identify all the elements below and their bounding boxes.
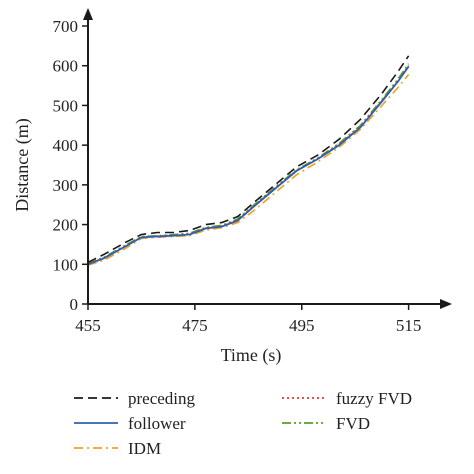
legend-item-preceding: preceding	[74, 389, 196, 408]
y-tick-label: 700	[53, 17, 79, 36]
legend-item-follower: follower	[74, 414, 186, 433]
x-tick-label: 515	[396, 316, 422, 335]
x-axis-arrow	[440, 299, 452, 309]
legend-label: FVD	[336, 414, 370, 433]
legend-item-idm: IDM	[74, 439, 161, 458]
legend-label: preceding	[128, 389, 196, 408]
series-line-idm	[87, 73, 410, 266]
series-line-follower	[87, 65, 410, 266]
y-tick-label: 300	[53, 176, 79, 195]
series-line-fuzzy-fvd	[87, 65, 410, 265]
y-tick-label: 200	[53, 216, 79, 235]
legend: preceding follower IDM fuzzy FVD FVD	[74, 389, 412, 458]
x-tick-label: 455	[75, 316, 101, 335]
y-axis-title: Distance (m)	[12, 118, 33, 211]
y-tick-label: 500	[53, 96, 79, 115]
axes	[83, 8, 452, 309]
y-tick-label: 100	[53, 255, 79, 274]
legend-item-fvd: FVD	[282, 414, 370, 433]
series-line-preceding	[87, 55, 410, 264]
y-tick-label: 600	[53, 57, 79, 76]
ticks: 455 475 495 515 0 100 200 300 400 500 600 700	[53, 17, 422, 335]
plot-lines	[87, 55, 410, 266]
x-tick-label: 495	[289, 316, 315, 335]
y-tick-label: 0	[70, 295, 79, 314]
series-line-fvd	[87, 63, 410, 265]
y-axis-arrow	[83, 8, 93, 20]
x-axis-title: Time (s)	[221, 345, 282, 366]
x-tick-label: 475	[182, 316, 208, 335]
y-tick-label: 400	[53, 136, 79, 155]
legend-label: fuzzy FVD	[336, 389, 412, 408]
legend-label: follower	[128, 414, 186, 433]
legend-label: IDM	[128, 439, 161, 458]
legend-item-fuzzy-fvd: fuzzy FVD	[282, 389, 412, 408]
